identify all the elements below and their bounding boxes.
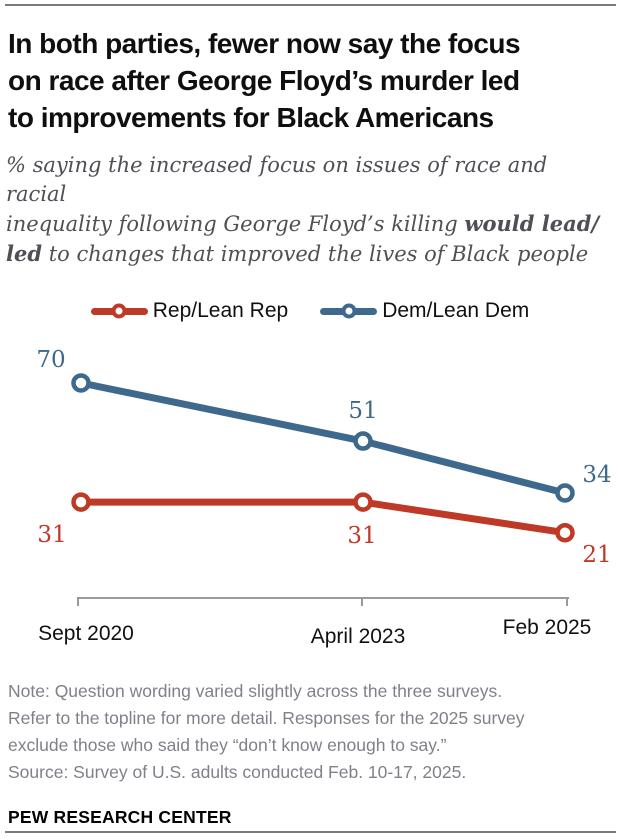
- data-point-marker: [555, 483, 575, 503]
- x-axis-label: Feb 2025: [503, 616, 592, 639]
- note-line: Note: Question wording varied slightly a…: [8, 681, 503, 701]
- top-divider: [5, 4, 616, 6]
- title-line-1: In both parties, fewer now say the focus: [8, 28, 521, 59]
- data-point-label: 21: [582, 542, 611, 568]
- subtitle-bold-text: would lead/: [464, 211, 600, 236]
- note-line: exclude those who said they “don’t know …: [8, 735, 447, 755]
- data-point-label: 31: [37, 522, 66, 548]
- legend-item-label: Rep/Lean Rep: [152, 299, 289, 322]
- bottom-divider: [5, 831, 616, 833]
- subtitle-text: % saying the increased focus on issues o…: [6, 153, 548, 206]
- pew-research-center-wordmark: PEW RESEARCH CENTER: [8, 807, 232, 827]
- rep-line-marker-icon: [90, 303, 148, 319]
- data-point-marker: [555, 522, 575, 543]
- chart-legend: Rep/Lean Rep Dem/Lean Dem: [0, 299, 620, 323]
- data-point-label: 70: [36, 347, 65, 373]
- legend-item-dem: Dem/Lean Dem: [320, 299, 529, 323]
- legend-item-rep: Rep/Lean Rep: [90, 299, 289, 323]
- chart-subtitle: % saying the increased focus on issues o…: [6, 151, 612, 269]
- note-line: Refer to the topline for more detail. Re…: [8, 708, 525, 728]
- data-point-marker: [353, 431, 373, 451]
- subtitle-text: to changes that improved the lives of Bl…: [42, 242, 589, 266]
- subtitle-text: inequality following George Floyd’s kill…: [6, 212, 465, 236]
- data-point-label: 31: [347, 523, 376, 549]
- open-circle-icon: [111, 303, 127, 319]
- open-circle-icon: [341, 303, 357, 319]
- series-line: [80, 379, 566, 497]
- data-point-label: 51: [348, 398, 377, 424]
- data-point-marker: [71, 492, 91, 512]
- title-line-2: on race after George Floyd’s murder led: [8, 65, 520, 96]
- legend-item-label: Dem/Lean Dem: [382, 299, 530, 322]
- line-chart: 31 31 21 70 51 34 Sept 2020 April 2023 Feb 2025: [36, 347, 611, 648]
- chart-notes: Note: Question wording varied slightly a…: [8, 678, 612, 786]
- series-line: [81, 498, 566, 537]
- page-title: In both parties, fewer now say the focus…: [8, 25, 610, 136]
- data-point-marker: [71, 373, 91, 393]
- title-line-3: to improvements for Black Americans: [8, 102, 494, 133]
- subtitle-bold-text: led: [6, 241, 43, 266]
- dem-line-marker-icon: [320, 303, 378, 319]
- x-axis-label: April 2023: [311, 625, 406, 648]
- source-line: Source: Survey of U.S. adults conducted …: [8, 762, 467, 782]
- x-axis-label: Sept 2020: [38, 622, 134, 645]
- data-point-label: 34: [582, 462, 611, 488]
- data-point-marker: [353, 492, 373, 512]
